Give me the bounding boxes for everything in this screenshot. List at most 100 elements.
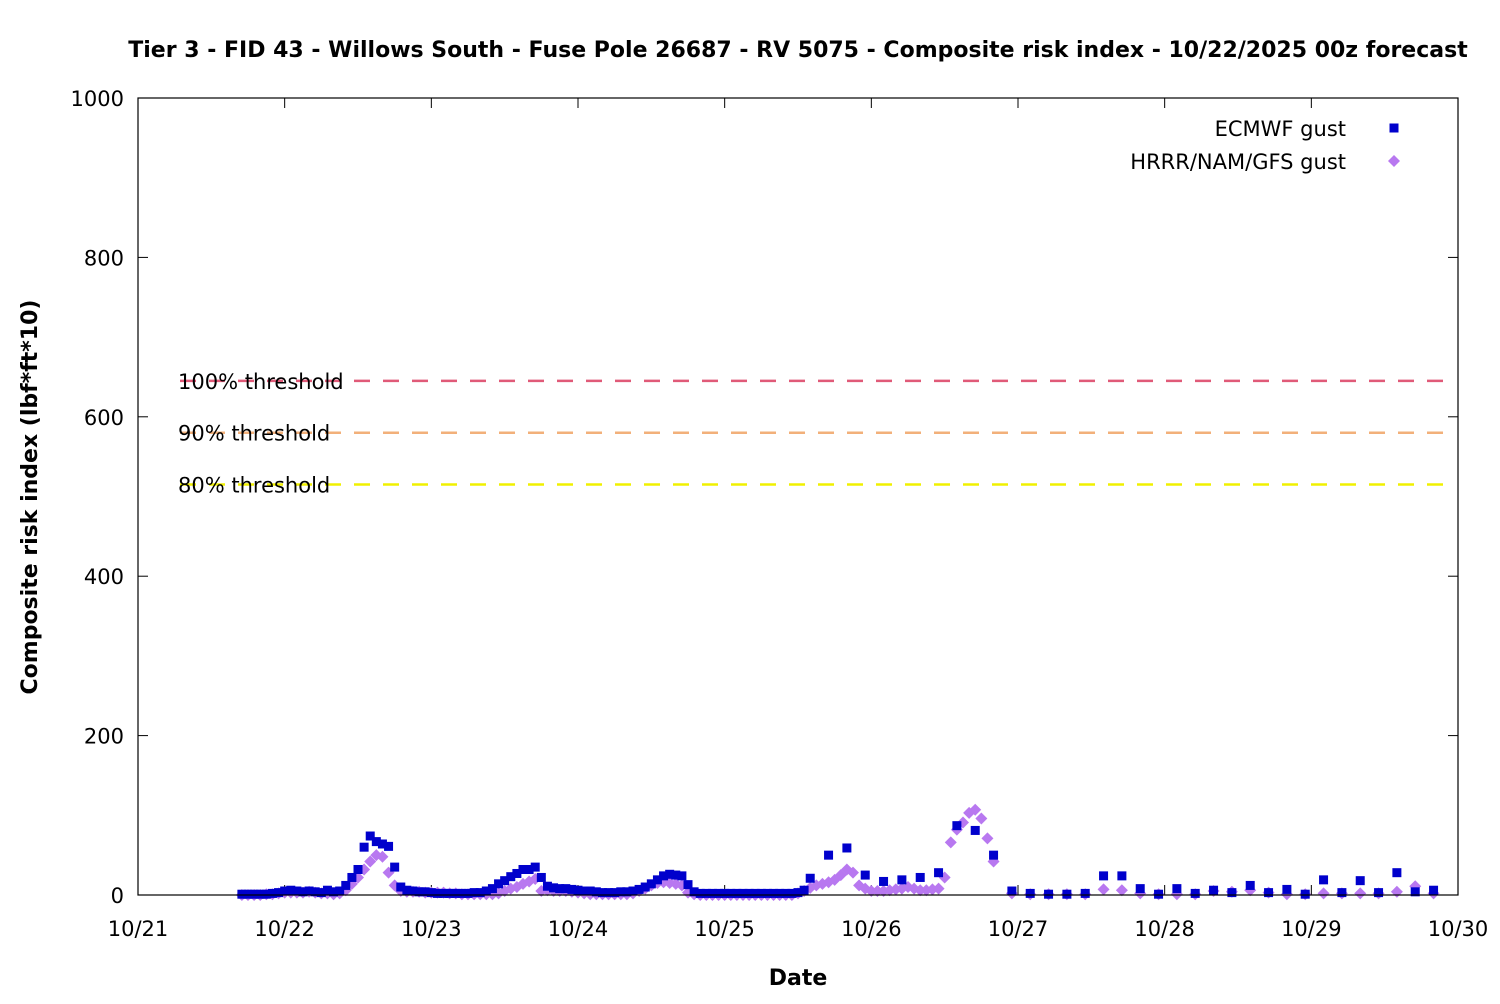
data-point: [426, 888, 436, 898]
data-point: [793, 888, 803, 898]
data-point: [628, 886, 638, 896]
data-point: [1044, 889, 1054, 899]
data-point: [542, 881, 552, 891]
data-point: [659, 871, 669, 881]
y-tick-label: 400: [84, 565, 124, 589]
data-point: [463, 888, 473, 898]
data-point: [310, 887, 320, 897]
data-point: [1172, 884, 1182, 894]
data-point: [1115, 884, 1128, 897]
data-point: [243, 889, 253, 899]
data-point: [824, 850, 834, 860]
x-tick-label: 10/21: [108, 917, 169, 941]
data-point: [1209, 885, 1219, 895]
x-tick-label: 10/29: [1281, 917, 1342, 941]
x-tick-label: 10/28: [1134, 917, 1195, 941]
data-point: [787, 888, 797, 898]
data-point: [914, 884, 927, 897]
data-point: [604, 888, 614, 898]
data-point: [408, 886, 418, 896]
data-point: [376, 850, 389, 863]
data-point: [512, 868, 522, 878]
data-point: [865, 885, 878, 898]
data-point: [585, 886, 595, 896]
data-point: [322, 885, 332, 895]
data-point: [671, 870, 681, 880]
data-point: [377, 839, 387, 849]
y-tick-label: 0: [111, 884, 124, 908]
data-point: [769, 888, 779, 898]
data-point: [1117, 871, 1127, 881]
axis-ticks: 10/21 10/22 10/23 10/24 10/25 10/26 10/27 10/28…: [71, 87, 1489, 941]
data-point: [1317, 887, 1330, 900]
data-point: [1099, 871, 1109, 881]
data-point: [255, 889, 265, 899]
data-point: [714, 888, 724, 898]
x-tick-label: 10/24: [548, 917, 609, 941]
data-point: [1392, 868, 1402, 878]
data-point: [1429, 885, 1439, 895]
data-point: [756, 888, 766, 898]
data-point: [267, 888, 277, 898]
data-point: [683, 880, 693, 890]
data-point: [652, 875, 662, 885]
data-point: [597, 888, 607, 898]
threshold-label: 100% threshold: [178, 370, 344, 394]
data-point: [555, 884, 565, 894]
data-point: [720, 888, 730, 898]
data-point: [359, 842, 369, 852]
data-point: [414, 887, 424, 897]
data-point: [701, 888, 711, 898]
data-point: [451, 888, 461, 898]
data-point: [506, 872, 516, 882]
threshold-label: 80% threshold: [178, 474, 330, 498]
data-point: [1410, 887, 1420, 897]
data-point: [396, 882, 406, 892]
data-point: [1097, 883, 1110, 896]
data-point: [981, 832, 994, 845]
data-point: [1282, 884, 1292, 894]
data-point: [487, 884, 497, 894]
data-point: [364, 855, 377, 868]
data-point: [646, 879, 656, 889]
x-tick-label: 10/22: [254, 917, 315, 941]
chart-title: Tier 3 - FID 43 - Willows South - Fuse P…: [128, 38, 1468, 63]
data-point: [518, 864, 528, 874]
data-point: [1354, 887, 1367, 900]
data-point: [365, 831, 375, 841]
data-point: [969, 803, 982, 816]
data-point: [805, 873, 815, 883]
data-point: [432, 888, 442, 898]
data-point: [1135, 884, 1145, 894]
data-point: [1300, 889, 1310, 899]
data-point: [445, 888, 455, 898]
data-point: [549, 883, 559, 893]
data-point: [1080, 888, 1090, 898]
data-point: [341, 880, 351, 890]
data-point: [567, 884, 577, 894]
x-axis-label: Date: [769, 966, 828, 991]
data-point: [847, 866, 859, 879]
data-point: [591, 887, 601, 897]
data-point: [640, 882, 650, 892]
data-point: [316, 888, 326, 898]
data-point: [860, 870, 870, 880]
data-point: [1264, 888, 1274, 898]
data-point: [610, 888, 620, 898]
data-point: [384, 841, 394, 851]
data-point: [1154, 889, 1164, 899]
data-point: [934, 868, 944, 878]
data-point: [665, 869, 675, 879]
data-point: [1007, 886, 1017, 896]
data-point: [1245, 880, 1255, 890]
data-points: [235, 803, 1440, 901]
data-point: [775, 888, 785, 898]
data-point: [871, 885, 884, 898]
x-tick-label: 10/30: [1428, 917, 1489, 941]
data-point: [561, 884, 571, 894]
data-point: [353, 864, 363, 874]
data-point: [286, 885, 296, 895]
plot-frame: [137, 97, 1459, 896]
